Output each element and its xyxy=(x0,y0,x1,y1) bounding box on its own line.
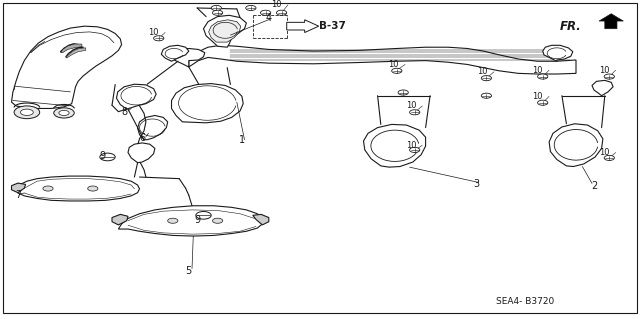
Circle shape xyxy=(481,93,492,98)
Text: 8: 8 xyxy=(122,107,128,117)
Polygon shape xyxy=(18,176,140,201)
Circle shape xyxy=(20,109,33,115)
Polygon shape xyxy=(172,84,243,123)
Polygon shape xyxy=(66,48,86,58)
Polygon shape xyxy=(287,20,319,33)
Circle shape xyxy=(211,5,221,11)
Polygon shape xyxy=(12,26,122,108)
Circle shape xyxy=(392,68,402,73)
Circle shape xyxy=(246,5,256,11)
Text: 9: 9 xyxy=(99,151,106,161)
Polygon shape xyxy=(172,48,205,67)
Text: 3: 3 xyxy=(474,179,480,189)
Text: B-37: B-37 xyxy=(319,21,346,31)
Circle shape xyxy=(604,74,614,79)
Text: 1: 1 xyxy=(239,135,245,145)
Circle shape xyxy=(410,147,420,152)
Text: 10: 10 xyxy=(406,141,416,150)
Circle shape xyxy=(481,76,492,81)
Circle shape xyxy=(43,186,53,191)
Polygon shape xyxy=(161,45,189,61)
Circle shape xyxy=(88,186,98,191)
Text: 10: 10 xyxy=(532,92,543,101)
Polygon shape xyxy=(128,143,155,163)
Circle shape xyxy=(212,218,223,223)
Polygon shape xyxy=(189,45,576,74)
Circle shape xyxy=(168,218,178,223)
Text: 10: 10 xyxy=(406,101,416,110)
Text: FR.: FR. xyxy=(560,20,582,33)
Polygon shape xyxy=(599,14,623,29)
Text: 10: 10 xyxy=(532,66,543,75)
Text: 10: 10 xyxy=(388,60,399,69)
Text: 5: 5 xyxy=(186,265,192,276)
Circle shape xyxy=(398,90,408,95)
Text: SEA4- B3720: SEA4- B3720 xyxy=(495,297,554,306)
Circle shape xyxy=(154,36,164,41)
Text: 10: 10 xyxy=(599,148,609,157)
Text: 10: 10 xyxy=(271,0,282,9)
Text: 10: 10 xyxy=(477,67,488,76)
Circle shape xyxy=(54,108,74,118)
Text: 10: 10 xyxy=(148,28,159,37)
Text: 9: 9 xyxy=(194,215,200,225)
Text: 2: 2 xyxy=(591,181,597,191)
Circle shape xyxy=(260,10,271,15)
Circle shape xyxy=(196,211,211,219)
Polygon shape xyxy=(118,206,262,236)
Text: 10: 10 xyxy=(599,66,609,75)
Circle shape xyxy=(100,153,115,161)
Polygon shape xyxy=(116,84,156,109)
Circle shape xyxy=(14,106,40,119)
Circle shape xyxy=(276,10,287,15)
Polygon shape xyxy=(543,45,573,61)
Circle shape xyxy=(410,110,420,115)
Polygon shape xyxy=(204,15,246,47)
Text: 4: 4 xyxy=(266,12,272,23)
Polygon shape xyxy=(549,124,603,167)
Polygon shape xyxy=(61,44,82,53)
Polygon shape xyxy=(253,214,269,225)
Circle shape xyxy=(604,155,614,160)
Polygon shape xyxy=(209,20,241,42)
Circle shape xyxy=(212,10,223,15)
Polygon shape xyxy=(12,183,26,193)
Circle shape xyxy=(538,74,548,79)
Text: 7: 7 xyxy=(15,189,21,200)
Polygon shape xyxy=(112,214,128,225)
Circle shape xyxy=(538,100,548,105)
Polygon shape xyxy=(592,80,613,96)
Text: 6: 6 xyxy=(139,133,145,143)
Circle shape xyxy=(59,110,69,115)
Polygon shape xyxy=(138,115,168,140)
Polygon shape xyxy=(364,124,426,167)
